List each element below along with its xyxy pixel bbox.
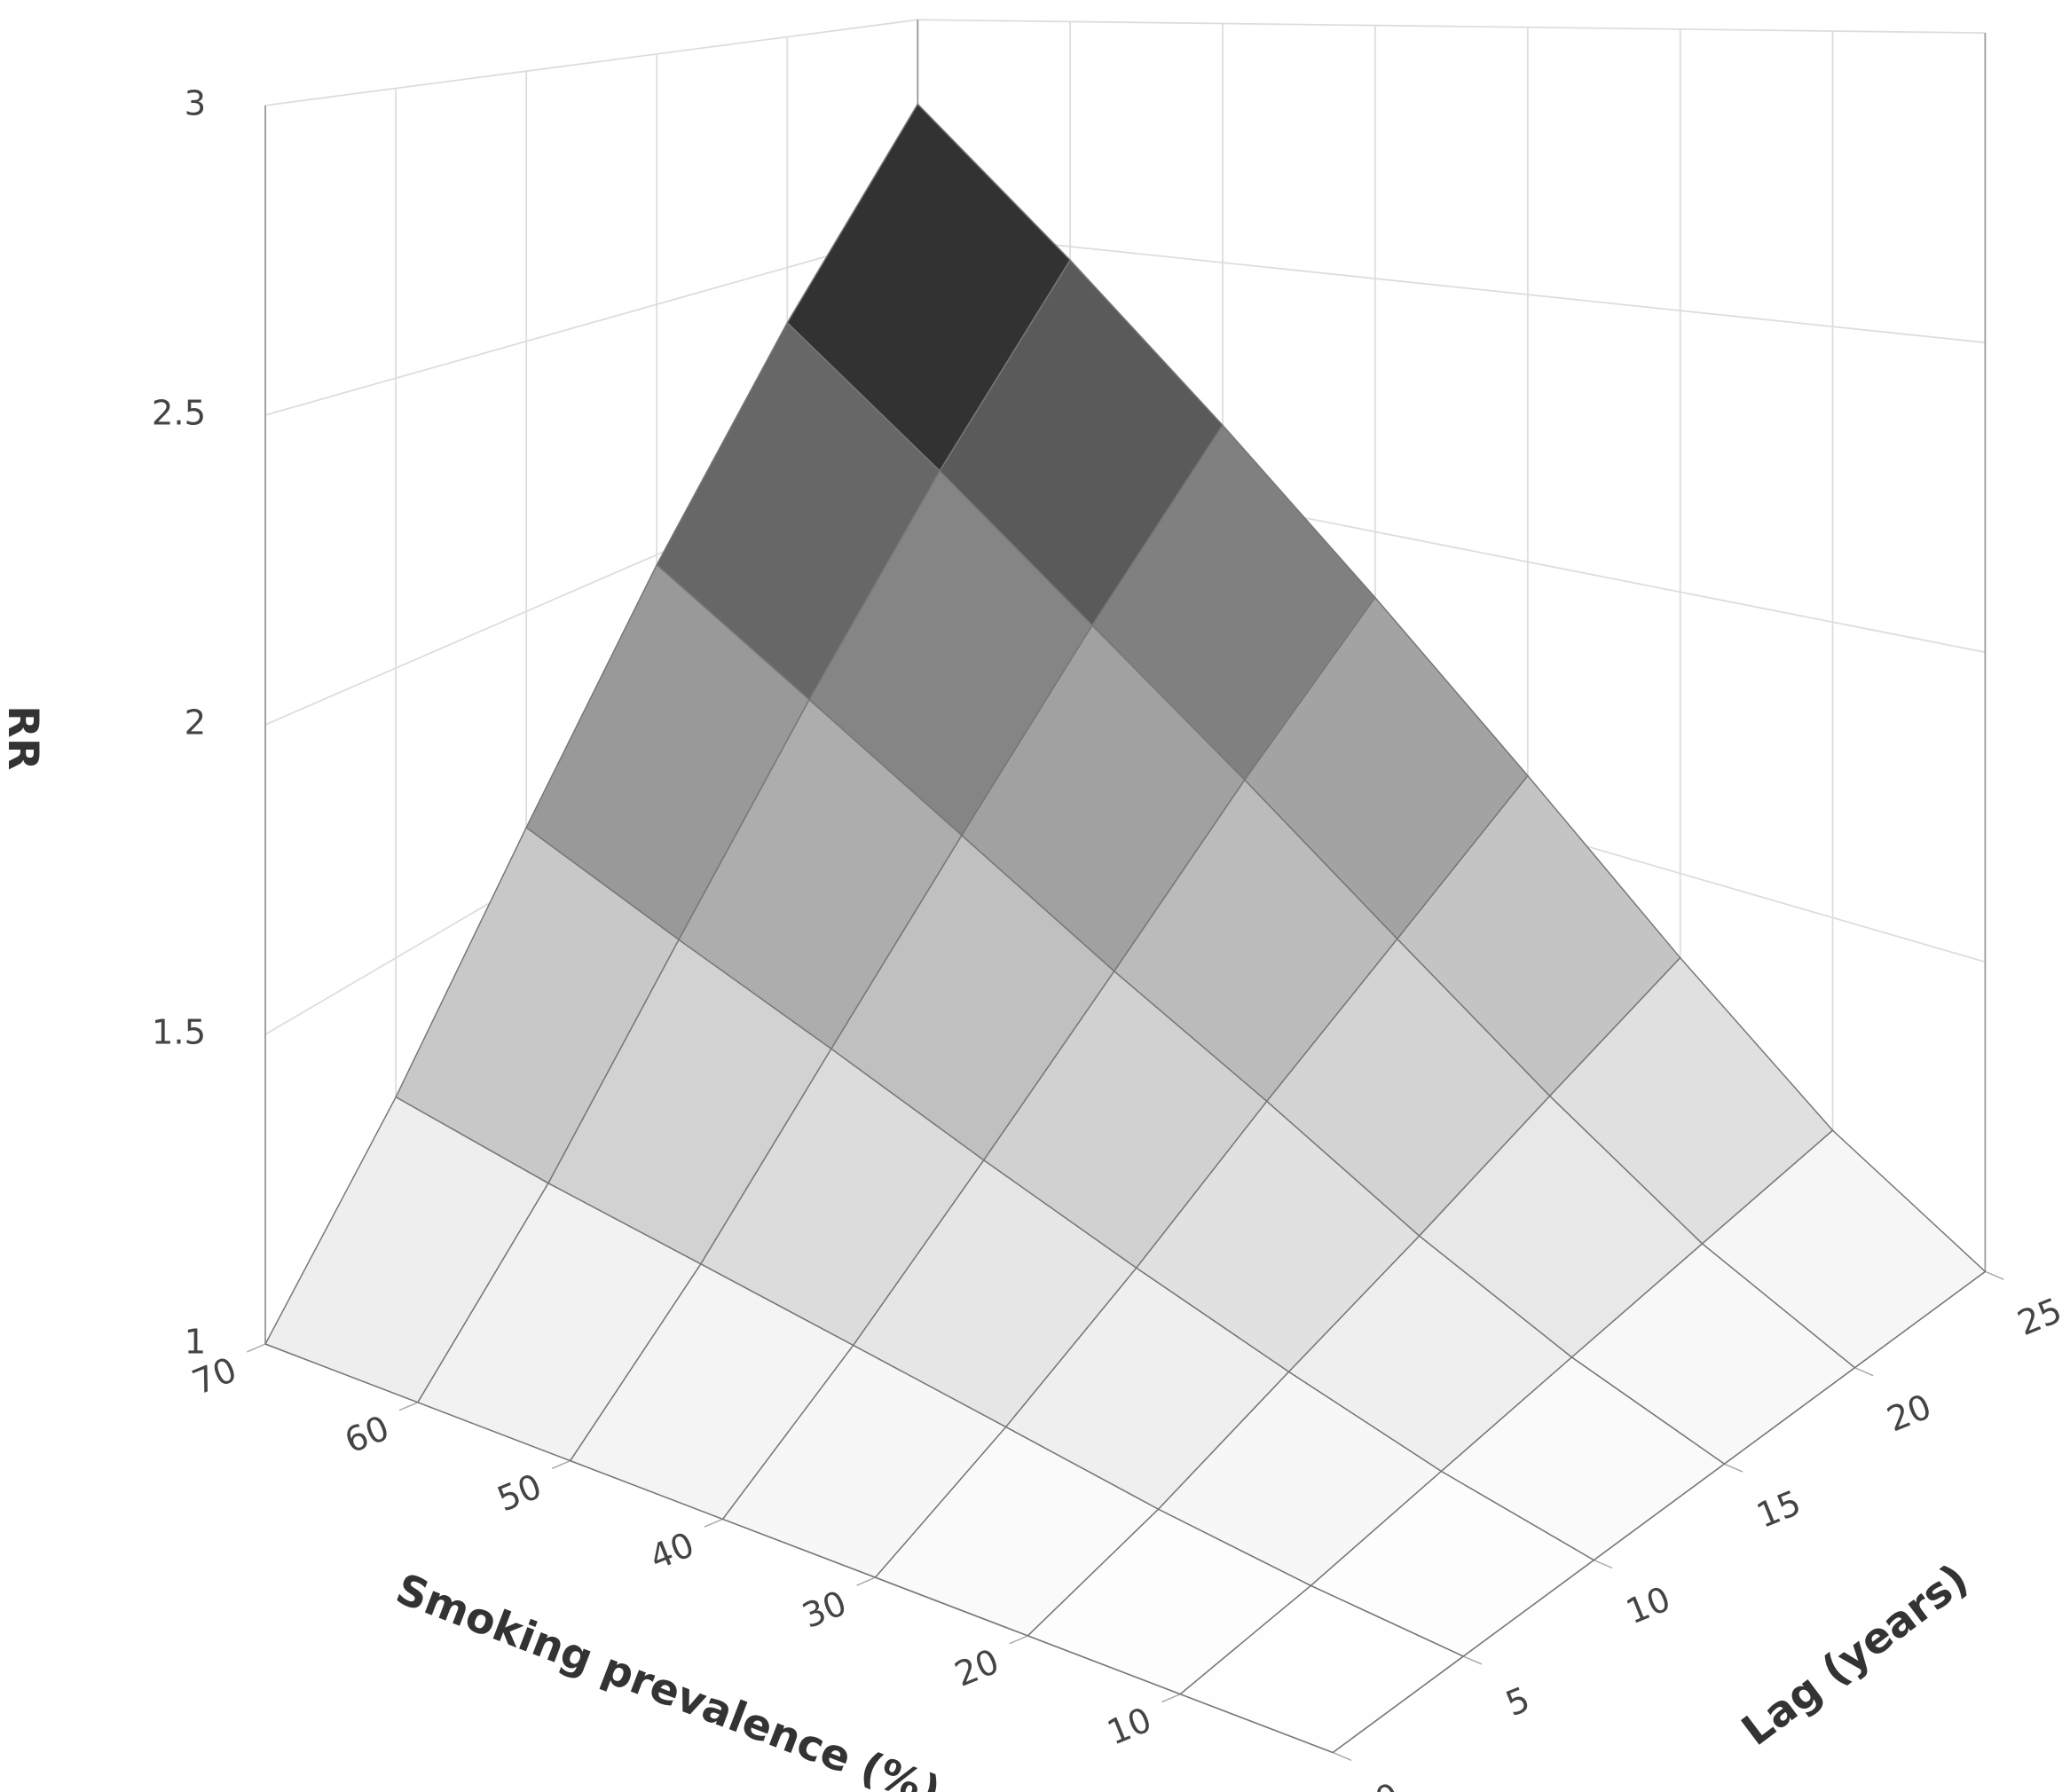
y-tick-label: 25 — [2012, 1291, 2067, 1344]
x-tick-label: 30 — [797, 1584, 852, 1637]
x-tick-mark — [1161, 1693, 1181, 1703]
x-tick-label: 20 — [949, 1642, 1004, 1695]
x-tick-mark — [1009, 1635, 1028, 1645]
x-tick-mark — [856, 1576, 876, 1586]
surface-cell — [1178, 1584, 1465, 1754]
z-grid-line — [264, 19, 1986, 106]
y-tick-label: 0 — [1370, 1776, 1405, 1792]
z-tick-label: 3 — [185, 83, 207, 123]
z-tick-label: 1.5 — [152, 1012, 206, 1052]
x-tick-mark — [551, 1459, 571, 1470]
y-axis-title: Lag (years) — [1733, 1555, 1977, 1756]
y-tick-mark — [1854, 1367, 1874, 1377]
x-tick-mark — [398, 1402, 419, 1411]
x-tick-label: 50 — [492, 1466, 547, 1520]
x-tick-mark — [704, 1518, 723, 1528]
z-tick-label: 1 — [185, 1323, 207, 1363]
z-axis-title: RR — [0, 705, 47, 770]
x-tick-label: 60 — [340, 1408, 395, 1461]
y-tick-mark — [1724, 1463, 1743, 1473]
y-tick-mark — [1462, 1655, 1483, 1665]
x-tick-label: 10 — [1102, 1700, 1157, 1753]
y-tick-mark — [1593, 1559, 1613, 1569]
x-tick-mark — [247, 1343, 266, 1353]
z-tick-label: 2 — [185, 703, 207, 743]
y-tick-label: 20 — [1882, 1387, 1937, 1440]
x-tick-label: 40 — [644, 1525, 699, 1578]
y-tick-label: 10 — [1621, 1579, 1676, 1632]
y-tick-mark — [1985, 1270, 2004, 1280]
x-axis-title: Smoking prevalence (%) — [390, 1565, 947, 1792]
y-tick-label: 5 — [1500, 1679, 1536, 1725]
z-tick-label: 2.5 — [152, 393, 206, 433]
y-tick-mark — [1332, 1751, 1352, 1762]
y-tick-label: 15 — [1751, 1483, 1806, 1537]
